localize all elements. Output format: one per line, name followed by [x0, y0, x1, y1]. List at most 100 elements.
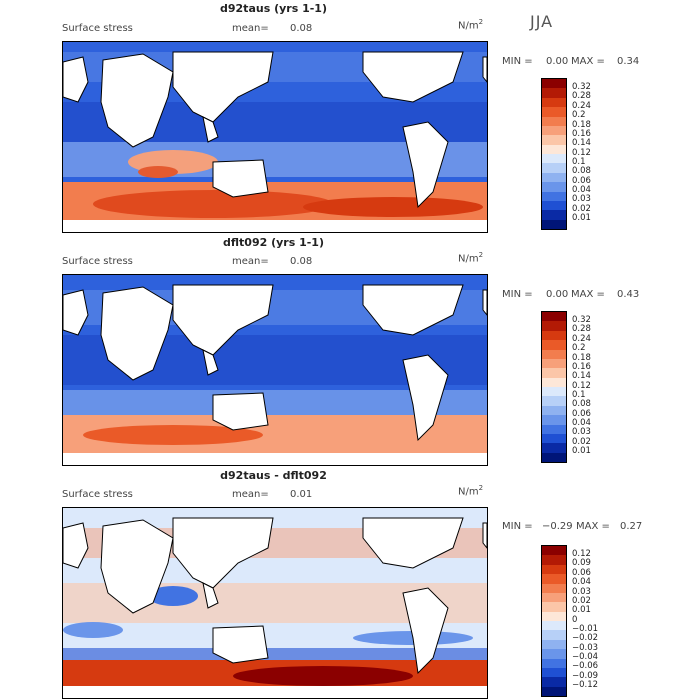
panel-2-min-value: 0.00 [546, 289, 569, 300]
panel-2-colorbar-label: 0.28 [572, 324, 591, 334]
panel-3-colorbar-swatch [542, 546, 566, 556]
panel-2-max-value: 0.43 [617, 289, 640, 300]
panel-1-colorbar-swatch [542, 163, 566, 173]
panel-1-colorbar-label: 0.02 [572, 204, 591, 214]
panel-2-colorbar-swatch [542, 358, 566, 369]
panel-1-title: d92taus (yrs 1-1) [220, 2, 327, 15]
panel-2-colorbar-swatch [542, 424, 566, 434]
panel-3-title: d92taus - dflt092 [220, 469, 327, 482]
panel-1-colorbar-label: 0.03 [572, 194, 591, 204]
panel-2-colorbar-label: 0.32 [572, 315, 591, 325]
panel-1-colorbar-swatch [542, 154, 566, 164]
panel-1-colorbar-label: 0.28 [572, 91, 591, 101]
panel-2-colorbar-label: 0.2 [572, 343, 586, 353]
panel-3-colorbar-label: 0 [572, 615, 578, 625]
panel-3-colorbar-label: 0.01 [572, 605, 591, 615]
panel-2-colorbar-swatch [542, 387, 566, 397]
panel-1-colorbar-swatch [542, 88, 566, 98]
panel-1-colorbar-swatch [542, 210, 566, 220]
panel-1-colorbar-label: 0.12 [572, 148, 591, 158]
panel-3-colorbar-swatch [542, 592, 566, 603]
panel-1-min-label: MIN = [502, 56, 533, 67]
panel-2-colorbar-swatch [542, 340, 566, 350]
panel-3-colorbar-label: −0.03 [572, 643, 599, 653]
panel-1-colorbar-label: 0.24 [572, 101, 591, 111]
panel-1-colorbar-label: 0.01 [572, 213, 591, 223]
panel-2-colorbar-swatch [542, 405, 566, 416]
panel-3-colorbar-swatch [542, 621, 566, 631]
panel-1-colorbar-swatch [542, 200, 566, 211]
panel-2-colorbar-swatch [542, 433, 566, 444]
panel-2-colorbar-label: 0.18 [572, 353, 591, 363]
panel-2-colorbar-label: 0.03 [572, 427, 591, 437]
panel-2-colorbar-swatch [542, 443, 566, 453]
panel-3-colorbar-label: −0.04 [572, 652, 599, 662]
panel-3-min-value: −0.29 [542, 521, 573, 532]
panel-2-colorbar-label: 0.12 [572, 381, 591, 391]
panel-2-map [62, 274, 488, 466]
panel-2-field-label: Surface stress [62, 256, 133, 267]
panel-3-mean-value: 0.01 [290, 489, 313, 500]
panel-2-colorbar-swatch [542, 396, 566, 406]
panel-1-colorbar [541, 78, 567, 230]
panel-3-colorbar-label: −0.06 [572, 661, 599, 671]
panel-1-max-label: MAX = [571, 56, 605, 67]
panel-2-title: dflt092 (yrs 1-1) [223, 236, 324, 249]
panel-2-colorbar-swatch [542, 452, 566, 462]
panel-3-colorbar-swatch [542, 611, 566, 621]
panel-3-colorbar-label: −0.09 [572, 671, 599, 681]
panel-1-units-base: N/m [458, 20, 479, 32]
panel-1-units: N/m2 [458, 18, 483, 31]
panel-3-colorbar-swatch [542, 564, 566, 575]
panel-3-colorbar-label: 0.04 [572, 577, 591, 587]
panel-2-colorbar-swatch [542, 330, 566, 341]
panel-3-colorbar-label: 0.03 [572, 587, 591, 597]
panel-2-colorbar-label: 0.1 [572, 390, 586, 400]
panel-3-colorbar-swatch [542, 583, 566, 593]
panel-3-colorbar-swatch [542, 574, 566, 584]
panel-1-map [62, 41, 488, 233]
panel-1-colorbar-swatch [542, 107, 566, 117]
panel-2-colorbar-label: 0.01 [572, 446, 591, 456]
panel-3-colorbar-swatch [542, 639, 566, 650]
panel-3-colorbar-swatch [542, 649, 566, 659]
panel-3-field-label: Surface stress [62, 489, 133, 500]
panel-1-colorbar-swatch [542, 97, 566, 108]
panel-1-colorbar-label: 0.08 [572, 166, 591, 176]
panel-1-colorbar-label: 0.1 [572, 157, 586, 167]
panel-1-colorbar-swatch [542, 182, 566, 192]
panel-1-colorbar-swatch [542, 172, 566, 183]
panel-2-mean-label: mean= [232, 256, 269, 267]
panel-3-max-value: 0.27 [620, 521, 643, 532]
panel-1-colorbar-label: 0.06 [572, 176, 591, 186]
panel-2-colorbar-swatch [542, 321, 566, 331]
panel-3-mean-label: mean= [232, 489, 269, 500]
panel-2-map-svg [63, 275, 487, 465]
panel-1-map-svg [63, 42, 487, 232]
panel-2-colorbar-label: 0.16 [572, 362, 591, 372]
panel-1-colorbar-swatch [542, 219, 566, 229]
panel-2-colorbar [541, 311, 567, 463]
panel-1-colorbar-swatch [542, 125, 566, 136]
panel-2-max-label: MAX = [571, 289, 605, 300]
panel-3-units: N/m2 [458, 484, 483, 497]
panel-1-mean-label: mean= [232, 23, 269, 34]
panel-1-colorbar-label: 0.04 [572, 185, 591, 195]
panel-2-colorbar-label: 0.06 [572, 409, 591, 419]
panel-3-colorbar-swatch [542, 602, 566, 612]
panel-2-colorbar-swatch [542, 312, 566, 322]
panel-2-colorbar-label: 0.04 [572, 418, 591, 428]
panel-3-colorbar-swatch [542, 686, 566, 696]
panel-3-colorbar [541, 545, 567, 697]
panel-3-min-label: MIN = [502, 521, 533, 532]
panel-3-colorbar-label: 0.12 [572, 549, 591, 559]
panel-1-colorbar-swatch [542, 191, 566, 201]
panel-1-colorbar-swatch [542, 116, 566, 126]
panel-2-min-label: MIN = [502, 289, 533, 300]
panel-1-max-value: 0.34 [617, 56, 640, 67]
panel-1-colorbar-swatch [542, 79, 566, 89]
panel-3-colorbar-label: 0.09 [572, 558, 591, 568]
panel-2-mean-value: 0.08 [290, 256, 313, 267]
panel-2-units: N/m2 [458, 251, 483, 264]
panel-1-colorbar-label: 0.18 [572, 120, 591, 130]
